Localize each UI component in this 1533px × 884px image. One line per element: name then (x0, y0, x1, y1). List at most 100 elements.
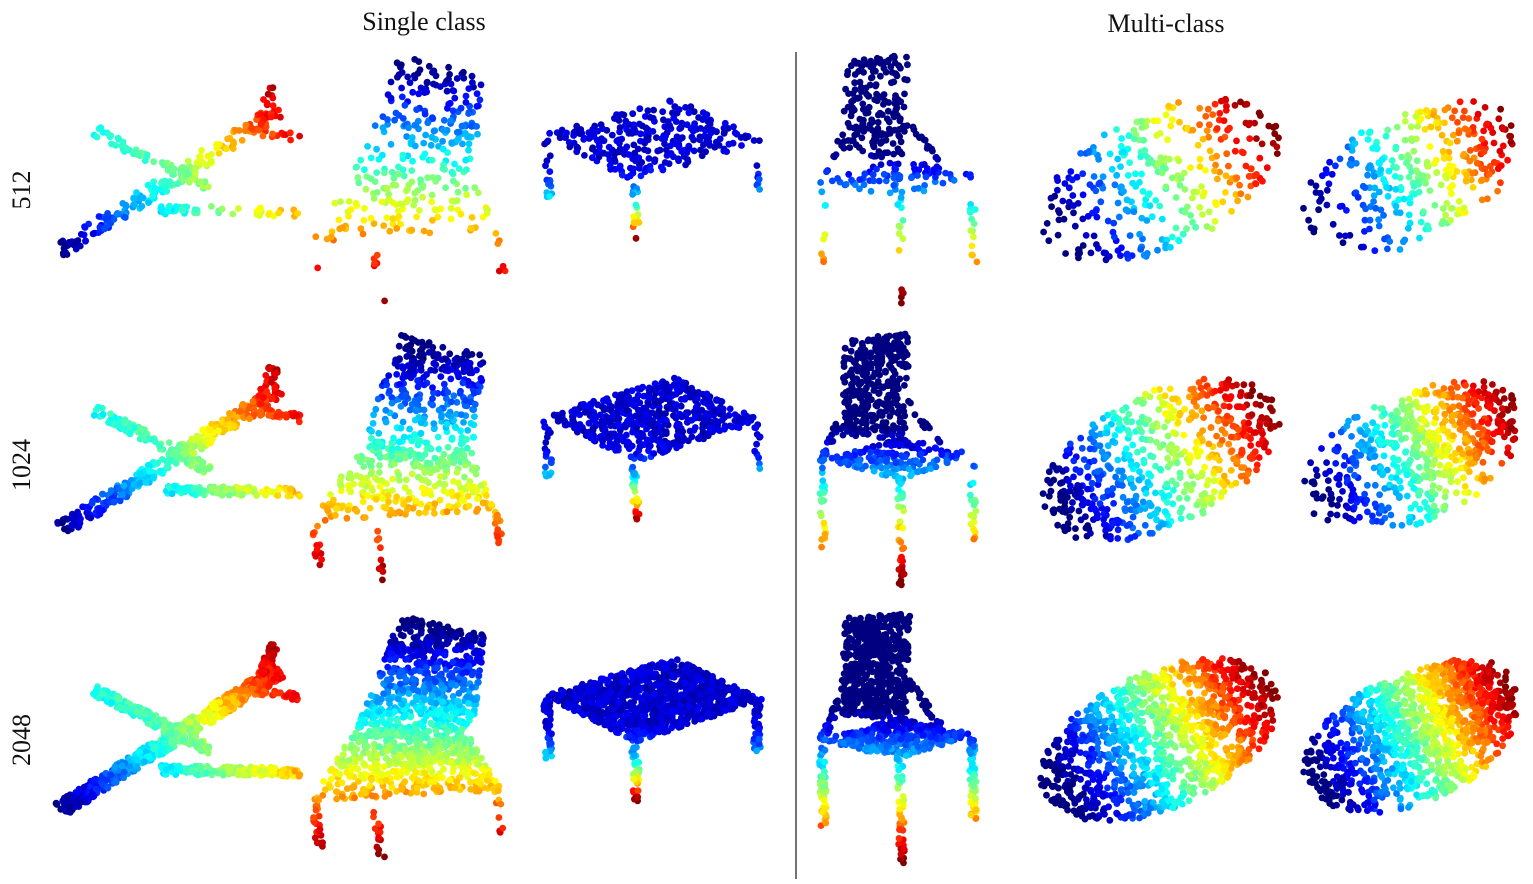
point (1246, 173, 1253, 180)
point (1394, 124, 1401, 131)
point (372, 406, 379, 413)
point (893, 71, 900, 78)
point (921, 188, 928, 195)
point (62, 249, 69, 256)
point (970, 480, 977, 487)
point (1062, 452, 1069, 459)
point (431, 128, 438, 135)
point (1232, 148, 1239, 155)
point (314, 546, 321, 553)
point (140, 195, 147, 202)
point (1162, 392, 1169, 399)
point (1054, 187, 1061, 194)
point (377, 483, 384, 490)
point (942, 170, 949, 177)
point (448, 488, 455, 495)
point (408, 167, 415, 174)
point (686, 109, 693, 116)
point-cloud (57, 84, 303, 258)
point (971, 502, 978, 509)
point (399, 363, 406, 370)
point (716, 142, 723, 149)
point (257, 408, 264, 415)
point (630, 483, 637, 490)
point (77, 516, 84, 523)
point-cloud (817, 53, 980, 307)
point (58, 519, 65, 526)
point (905, 398, 912, 405)
point (691, 148, 698, 155)
point (383, 454, 390, 461)
point (1117, 163, 1124, 170)
point (663, 417, 670, 424)
point (256, 127, 263, 134)
point (754, 162, 761, 169)
point (1440, 148, 1447, 155)
point (1079, 445, 1086, 452)
point (612, 447, 619, 454)
point (1213, 153, 1220, 160)
point (1214, 125, 1221, 132)
point (1398, 154, 1405, 161)
point (868, 457, 875, 464)
point (899, 525, 906, 532)
point (1114, 156, 1121, 163)
point (435, 446, 442, 453)
point (624, 407, 631, 414)
point (1369, 145, 1376, 152)
point (1410, 148, 1417, 155)
point (1141, 460, 1148, 467)
point (933, 464, 940, 471)
point (471, 390, 478, 397)
point (1200, 414, 1207, 421)
point (480, 214, 487, 221)
point (1176, 238, 1183, 245)
point (670, 153, 677, 160)
point (429, 395, 436, 402)
point (1432, 202, 1439, 209)
point (104, 210, 111, 217)
point (423, 440, 430, 447)
point (413, 408, 420, 415)
point (1371, 247, 1378, 254)
point (696, 415, 703, 422)
point (1104, 506, 1111, 513)
point (1371, 185, 1378, 192)
point-cloud (312, 56, 508, 304)
point (158, 206, 165, 213)
point (379, 577, 386, 584)
point (458, 211, 465, 218)
point (1055, 232, 1062, 239)
point (371, 195, 378, 202)
point (901, 104, 908, 111)
point (685, 158, 692, 165)
point (1211, 477, 1218, 484)
point (429, 157, 436, 164)
point (934, 457, 941, 464)
point (417, 66, 424, 73)
point (1205, 106, 1212, 113)
point (1147, 202, 1154, 209)
point (1481, 148, 1488, 155)
point (251, 489, 258, 496)
point (244, 487, 251, 494)
point (1073, 466, 1080, 473)
point (903, 54, 910, 61)
point (381, 298, 388, 305)
point (477, 361, 484, 368)
point (1497, 148, 1504, 155)
point (1097, 500, 1104, 507)
point (1177, 509, 1184, 516)
point (1408, 135, 1415, 142)
point (577, 130, 584, 137)
point (726, 412, 733, 419)
point (181, 451, 188, 458)
point (1259, 430, 1266, 437)
point (230, 139, 237, 146)
point (1507, 133, 1514, 140)
point (396, 343, 403, 350)
point (296, 133, 303, 140)
point (1225, 376, 1232, 383)
point (361, 166, 368, 173)
point (176, 442, 183, 449)
